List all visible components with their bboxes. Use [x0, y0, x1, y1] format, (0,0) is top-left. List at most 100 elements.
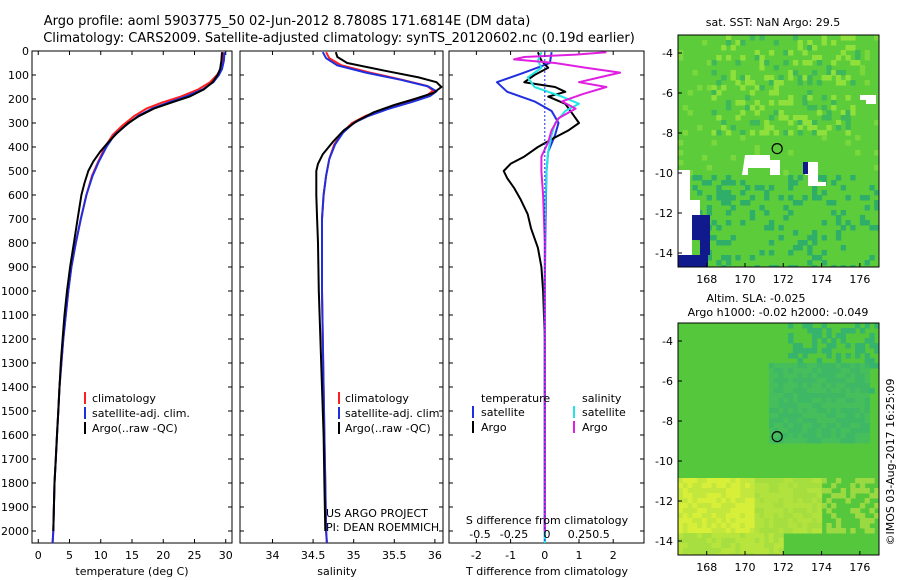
map-cell	[730, 553, 736, 555]
map-cell	[725, 503, 732, 509]
map-cell	[759, 493, 765, 499]
map-cell	[725, 130, 732, 136]
map-cell	[773, 503, 779, 509]
map-cell	[788, 338, 794, 344]
map-cell	[864, 518, 870, 524]
legend-satellite-label: satellite-adj. clim.	[345, 407, 443, 420]
sla-map-cells	[678, 323, 879, 555]
map-cell	[840, 398, 846, 404]
map-cell	[721, 265, 727, 267]
map-cell	[792, 433, 799, 439]
map-cell	[807, 245, 813, 251]
map-cell	[735, 115, 741, 121]
temperature-axes-frame	[31, 50, 233, 544]
map-cell	[835, 333, 842, 339]
map-cell	[802, 508, 808, 514]
map-cell	[802, 408, 808, 414]
map-cell	[797, 120, 803, 126]
map-cell	[864, 528, 870, 534]
map-cell	[812, 363, 818, 369]
map-cell	[706, 518, 712, 524]
map-cell	[721, 180, 727, 186]
map-cell	[826, 393, 832, 399]
map-cell	[816, 60, 823, 66]
map-cell	[812, 438, 818, 444]
map-cell	[768, 523, 775, 529]
map-cell	[845, 413, 851, 419]
map-cell	[682, 543, 689, 549]
depth-tick-label: 100	[8, 69, 29, 82]
map-cell	[821, 373, 827, 379]
depth-tick-label: 0	[22, 45, 29, 58]
map-cell	[850, 403, 856, 409]
map-cell	[807, 383, 813, 389]
map-cell	[802, 378, 808, 384]
depth-tick-label: 1300	[1, 357, 29, 370]
map-cell	[759, 538, 765, 544]
map-cell	[835, 125, 842, 131]
legend-temperature-header: temperature	[481, 392, 550, 405]
map-cell	[692, 503, 698, 509]
map-cell	[864, 383, 870, 389]
map-cell	[682, 538, 689, 544]
map-cell	[802, 348, 808, 354]
map-cell	[812, 125, 818, 131]
legend-climatology-label: climatology	[345, 392, 409, 405]
map-cell	[840, 80, 846, 86]
map-cell	[783, 433, 789, 439]
x-tick-label: -2	[471, 549, 482, 562]
map-cell	[778, 493, 784, 499]
map-cell	[730, 543, 736, 549]
map-cell	[730, 478, 736, 484]
map-cell	[788, 523, 794, 529]
map-cell	[678, 488, 684, 494]
map-cell	[835, 358, 842, 364]
map-cell	[783, 438, 789, 444]
map-cell	[697, 498, 703, 504]
sst-missing-data-region	[860, 95, 876, 104]
map-cell	[687, 90, 693, 96]
map-cell	[701, 553, 708, 555]
map-cell	[773, 513, 779, 519]
map-cell	[812, 523, 818, 529]
legend-climatology-label: climatology	[92, 392, 156, 405]
map-cell	[797, 378, 803, 384]
map-cell	[697, 508, 703, 514]
map-cell	[692, 175, 698, 181]
map-cell	[678, 513, 684, 519]
map-cell	[816, 363, 823, 369]
map-cell	[855, 378, 861, 384]
map-cell	[807, 413, 813, 419]
legend-argo-label: Argo(..raw -QC)	[92, 422, 178, 435]
map-cell	[768, 513, 775, 519]
map-cell	[874, 35, 879, 41]
map-cell	[850, 393, 856, 399]
map-cell	[816, 130, 823, 136]
map-cell	[711, 220, 717, 226]
map-cell	[812, 70, 818, 76]
map-cell	[835, 235, 842, 241]
map-cell	[850, 423, 856, 429]
map-cell	[716, 115, 722, 121]
map-cell	[797, 343, 803, 349]
map-cell	[697, 488, 703, 494]
map-cell	[687, 498, 693, 504]
map-cell	[740, 508, 746, 514]
map-cell	[768, 428, 775, 434]
map-cell	[778, 100, 784, 106]
map-cell	[764, 125, 770, 131]
map-cell	[768, 368, 775, 374]
map-cell	[773, 428, 779, 434]
latitude-tick-label: -6	[662, 375, 673, 388]
map-cell	[730, 523, 736, 529]
x-tick-label: 20	[156, 549, 170, 562]
map-cell	[826, 423, 832, 429]
map-cell	[749, 35, 756, 41]
map-cell	[721, 508, 727, 514]
map-cell	[745, 528, 751, 534]
map-cell	[840, 388, 846, 394]
map-cell	[792, 413, 799, 419]
map-cell	[768, 388, 775, 394]
map-cell	[678, 528, 684, 534]
map-cell	[692, 185, 698, 191]
